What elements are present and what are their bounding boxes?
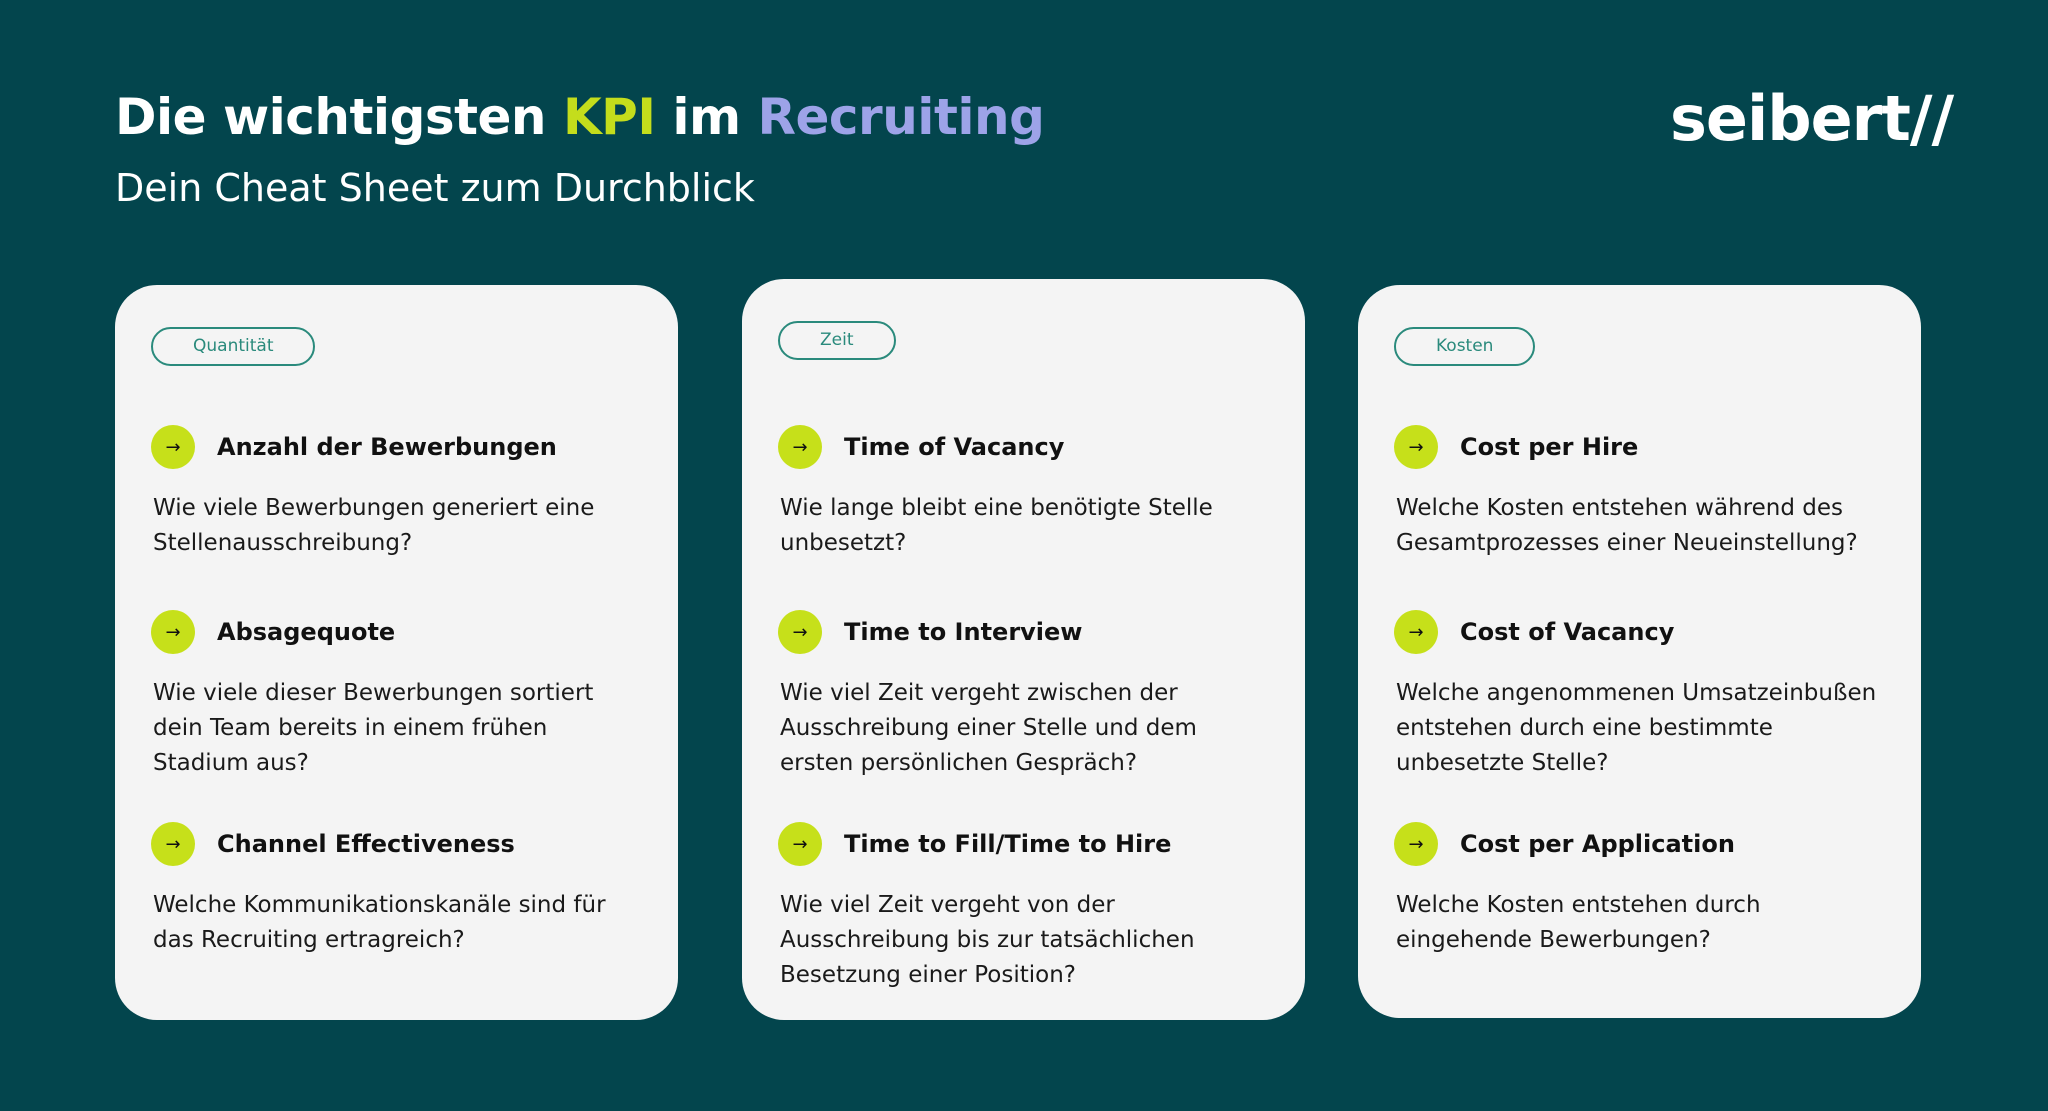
kpi-description: Wie viel Zeit vergeht zwischen der Aussc… (780, 680, 1197, 776)
kpi-item: → Cost per Hire Welche Kosten entstehen … (1394, 425, 1891, 561)
page-subtitle: Dein Cheat Sheet zum Durchblick (115, 166, 755, 210)
kpi-description: Wie viel Zeit vergeht von der Ausschreib… (780, 892, 1195, 988)
kpi-description: Welche Kommunikationskanäle sind für das… (153, 892, 606, 953)
arrow-right-icon: → (1394, 425, 1438, 469)
category-tag: Zeit (778, 321, 896, 360)
arrow-right-icon: → (778, 822, 822, 866)
title-recruiting: Recruiting (757, 88, 1045, 146)
kpi-title: Absagequote (217, 618, 396, 646)
title-text: Die wichtigsten (115, 88, 563, 146)
arrow-right-icon: → (778, 610, 822, 654)
kpi-description: Wie viele Bewerbungen generiert eine Ste… (153, 495, 595, 556)
page-title: Die wichtigsten KPI im Recruiting (115, 88, 1045, 146)
kpi-title: Time to Interview (844, 618, 1083, 646)
arrow-right-icon: → (778, 425, 822, 469)
kpi-card-zeit: Zeit → Time of Vacancy Wie lange bleibt … (742, 279, 1305, 1020)
kpi-item: → Time to Interview Wie viel Zeit vergeh… (778, 610, 1275, 781)
title-text: im (655, 88, 758, 146)
arrow-right-icon: → (151, 822, 195, 866)
kpi-item: → Channel Effectiveness Welche Kommunika… (151, 822, 648, 958)
seibert-logo: seibert// (1670, 82, 1954, 155)
kpi-description: Wie viele dieser Bewerbungen sortiert de… (153, 680, 594, 776)
kpi-title: Anzahl der Bewerbungen (217, 433, 557, 461)
kpi-card-kosten: Kosten → Cost per Hire Welche Kosten ent… (1358, 285, 1921, 1018)
kpi-description: Welche Kosten entstehen während des Gesa… (1396, 495, 1858, 556)
kpi-item: → Cost per Application Welche Kosten ent… (1394, 822, 1891, 958)
title-kpi: KPI (562, 88, 656, 146)
kpi-item: → Time to Fill/Time to Hire Wie viel Zei… (778, 822, 1275, 993)
category-tag: Kosten (1394, 327, 1536, 366)
arrow-right-icon: → (1394, 822, 1438, 866)
kpi-item: → Anzahl der Bewerbungen Wie viele Bewer… (151, 425, 648, 561)
kpi-description: Wie lange bleibt eine benötigte Stelle u… (780, 495, 1213, 556)
kpi-item: → Time of Vacancy Wie lange bleibt eine … (778, 425, 1275, 561)
arrow-right-icon: → (151, 425, 195, 469)
kpi-title: Cost of Vacancy (1460, 618, 1675, 646)
kpi-card-quantität: Quantität → Anzahl der Bewerbungen Wie v… (115, 285, 678, 1020)
kpi-title: Time to Fill/Time to Hire (844, 830, 1172, 858)
kpi-title: Time of Vacancy (844, 433, 1065, 461)
kpi-description: Welche angenommenen Umsatzeinbußen entst… (1396, 680, 1877, 776)
kpi-title: Cost per Hire (1460, 433, 1639, 461)
arrow-right-icon: → (1394, 610, 1438, 654)
category-tag: Quantität (151, 327, 316, 366)
kpi-title: Cost per Application (1460, 830, 1735, 858)
kpi-item: → Absagequote Wie viele dieser Bewerbung… (151, 610, 648, 781)
arrow-right-icon: → (151, 610, 195, 654)
kpi-description: Welche Kosten entstehen durch eingehende… (1396, 892, 1761, 953)
kpi-title: Channel Effectiveness (217, 830, 515, 858)
kpi-item: → Cost of Vacancy Welche angenommenen Um… (1394, 610, 1891, 781)
